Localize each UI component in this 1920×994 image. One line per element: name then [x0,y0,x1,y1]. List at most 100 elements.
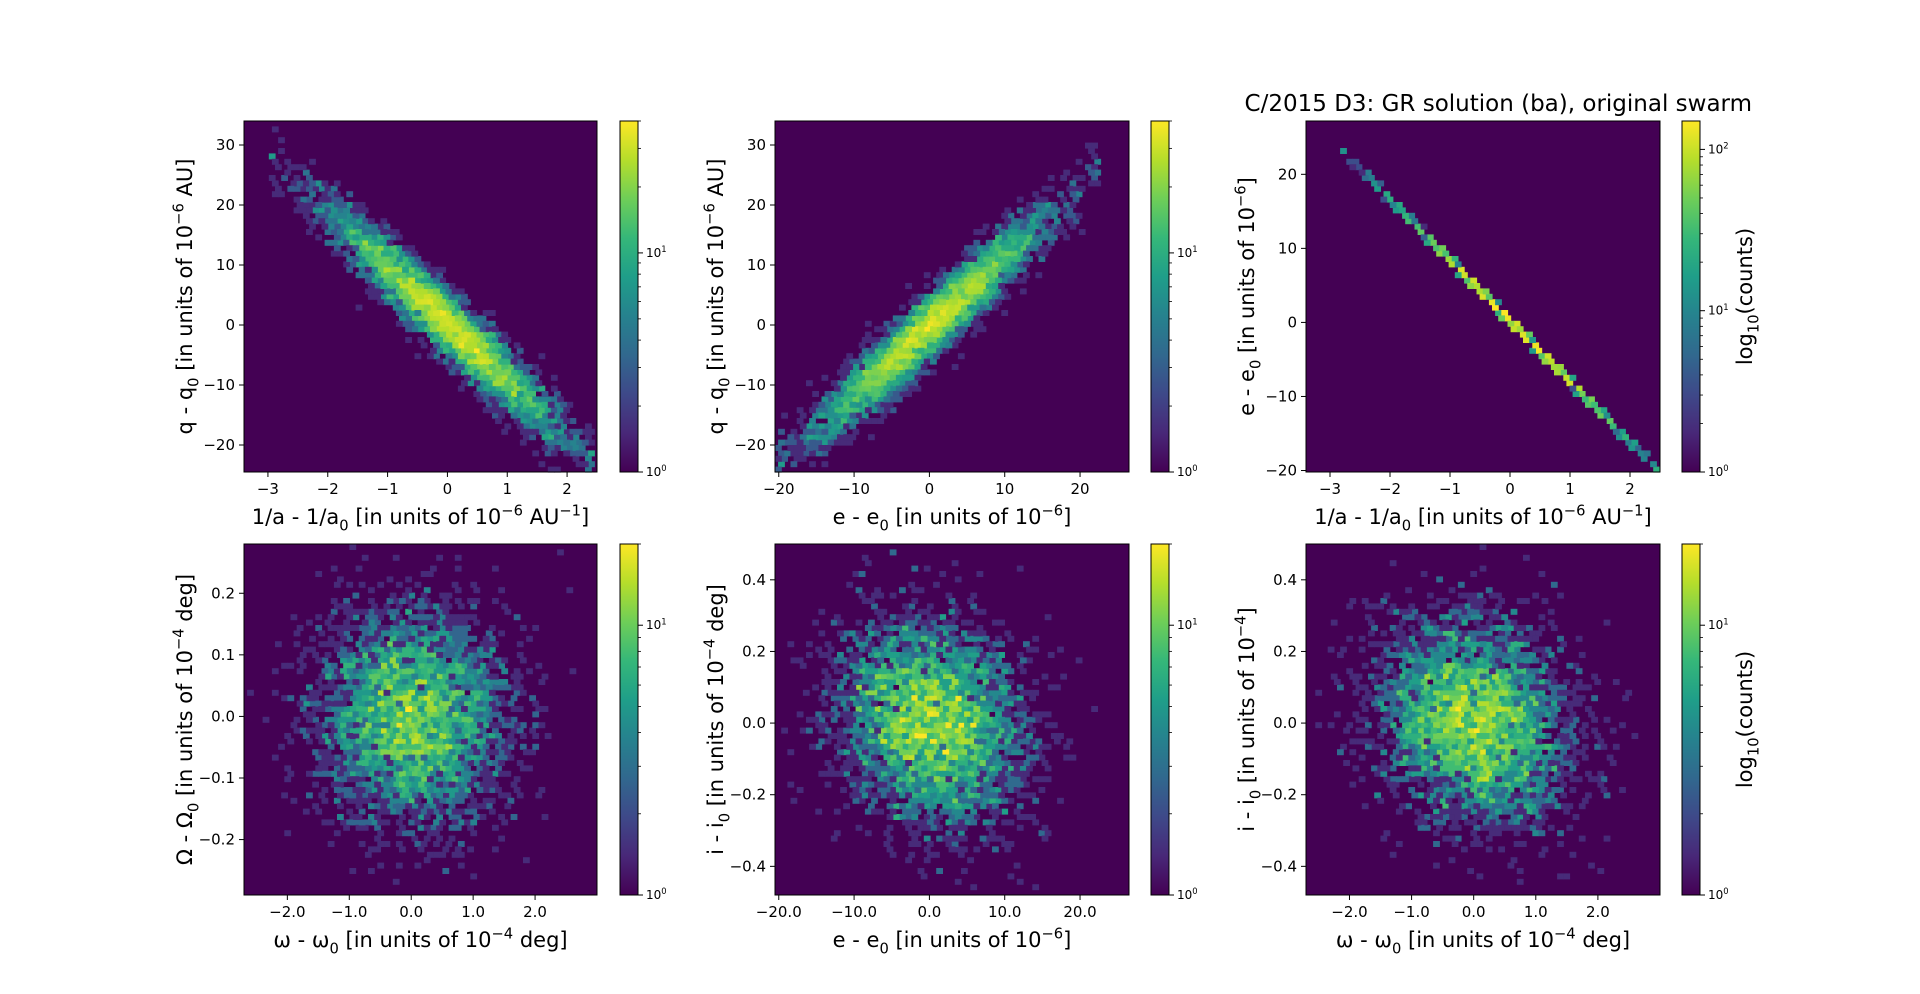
hexbin-cell [979,684,987,691]
hexbin-cell [1001,288,1009,295]
hexbin-cell [392,760,400,766]
hexbin-cell [988,266,996,273]
hexbin-cell [411,760,419,766]
hexbin-cell [1007,765,1015,772]
hexbin-cell [1436,250,1443,257]
hexbin-cell [1473,738,1481,745]
hexbin-cell [420,743,428,750]
hexbin-cell [868,749,875,756]
hexbin-cell [967,738,974,745]
hexbin-cell [380,792,388,799]
hexbin-cell [1026,722,1033,729]
hexbin-cell [1532,700,1540,707]
hexbin-cell [1349,598,1357,604]
hexbin-cell [299,196,307,203]
hexbin-cell [488,787,496,793]
hexbin-cell [877,765,885,772]
hexbin-cell [374,229,381,235]
hexbin-cell [883,396,891,403]
hexbin-cell [420,765,428,772]
hexbin-cell [488,657,496,664]
hexbin-cell [482,396,490,403]
hexbin-cell [451,711,459,718]
hexbin-cell [877,711,885,718]
hexbin-cell [899,326,906,333]
hexbin-cell [470,657,478,664]
hexbin-cell [964,245,971,252]
hexbin-cell [864,560,872,567]
hexbin-cell [293,641,301,648]
hexbin-cell [948,598,956,604]
hexbin-cell [933,776,940,783]
hexbin-cell [1001,689,1009,696]
hexbin-cell [889,625,897,631]
hexbin-cell [464,819,471,826]
hexbin-cell [911,684,919,691]
hexbin-cell [998,760,1005,766]
hexbin-cell [498,587,505,594]
hexbin-cell [386,250,394,257]
hexbin-cell [1007,819,1015,826]
hexbin-cell [868,695,875,702]
hexbin-cell [513,722,521,729]
y-axis-label: q - q0​ [in units of 10−6​ AU] [702,159,734,435]
hexbin-cell [954,716,962,723]
hexbin-cell [327,700,335,707]
hexbin-cell [1423,824,1431,831]
hexbin-cell [967,792,974,799]
hexbin-cell [371,722,378,729]
hexbin-cell [920,765,928,772]
hexbin-cell [858,679,866,685]
hexbin-cell [485,760,493,766]
hexbin-cell [337,770,344,777]
hexbin-cell [995,754,1002,761]
hexbin-cell [973,641,981,648]
hexbin-cell [482,711,490,718]
hexbin-cell [352,797,360,804]
hexbin-cell [411,630,419,637]
hexbin-cell [445,808,453,815]
hexbin-cell [982,288,990,295]
hexbin-cell [1423,716,1431,723]
hexbin-cell [995,679,1002,685]
hexbin-cell [979,293,987,300]
hexbin-cell [569,418,577,424]
hexbin-cell [1433,743,1440,750]
hexbin-cell [855,706,863,712]
hexbin-cell [467,749,474,756]
hexbin-cell [948,272,956,279]
hexbin-cell [550,418,558,424]
hexbin-cell [961,824,968,831]
hexbin-cell [389,733,397,739]
hexbin-cell [1032,819,1040,826]
hexbin-cell [442,770,450,777]
hexbin-cell [1467,727,1474,734]
hexbin-cell [905,716,912,723]
hexbin-cell [1389,689,1397,696]
hexbin-cell [457,310,465,316]
hexbin-cell [957,776,965,783]
hexbin-cell [1482,808,1490,815]
hexbin-cell [523,749,530,756]
hexbin-cell [408,256,416,262]
hexbin-cell [488,331,496,338]
hexbin-cell [852,754,860,761]
hexbin-cell [799,434,807,441]
hexbin-cell [930,824,937,831]
hexbin-cell [395,689,403,696]
hexbin-cell [302,700,310,707]
hexbin-cell [1470,722,1478,729]
hexbin-cell [874,587,881,594]
hexbin-cell [964,679,971,685]
x-tick-label: 0 [925,480,935,498]
hexbin-cell [976,733,984,739]
hexbin-cell [374,641,381,648]
panel-4: −2.0 −1.0 0.0 1.0 2.0−0.2−0.10.00.10.2ω - ω0… [171,543,667,957]
hexbin-cell [321,765,329,772]
hexbin-cell [306,695,313,702]
hexbin-cell [470,679,478,685]
hexbin-cell [880,673,888,680]
hexbin-cell [1578,391,1586,397]
hexbin-cell [886,652,894,658]
hexbin-cell [914,657,922,664]
